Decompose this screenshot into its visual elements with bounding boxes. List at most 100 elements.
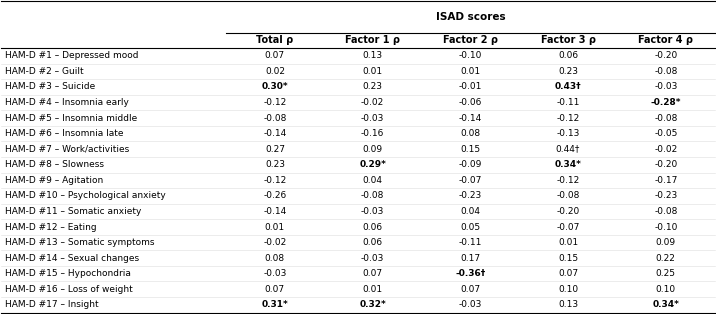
Text: 0.25: 0.25 — [656, 269, 676, 278]
Text: Factor 4 ρ: Factor 4 ρ — [638, 35, 693, 45]
Text: Factor 3 ρ: Factor 3 ρ — [541, 35, 596, 45]
Text: HAM-D #15 – Hypochondria: HAM-D #15 – Hypochondria — [5, 269, 131, 278]
Text: HAM-D #5 – Insomnia middle: HAM-D #5 – Insomnia middle — [5, 114, 137, 122]
Text: ISAD scores: ISAD scores — [435, 12, 505, 22]
Text: 0.01: 0.01 — [265, 223, 285, 231]
Text: HAM-D #14 – Sexual changes: HAM-D #14 – Sexual changes — [5, 254, 139, 263]
Text: -0.11: -0.11 — [459, 238, 482, 247]
Text: -0.03: -0.03 — [459, 300, 482, 309]
Text: Factor 1 ρ: Factor 1 ρ — [345, 35, 400, 45]
Text: 0.05: 0.05 — [460, 223, 480, 231]
Text: -0.07: -0.07 — [459, 176, 482, 185]
Text: 0.06: 0.06 — [558, 51, 578, 60]
Text: 0.10: 0.10 — [656, 285, 676, 294]
Text: -0.20: -0.20 — [654, 160, 677, 169]
Text: 0.08: 0.08 — [460, 129, 480, 138]
Text: -0.08: -0.08 — [263, 114, 286, 122]
Text: -0.14: -0.14 — [459, 114, 482, 122]
Text: 0.15: 0.15 — [558, 254, 578, 263]
Text: -0.10: -0.10 — [459, 51, 482, 60]
Text: -0.03: -0.03 — [361, 114, 384, 122]
Text: 0.30*: 0.30* — [261, 83, 289, 91]
Text: HAM-D #9 – Agitation: HAM-D #9 – Agitation — [5, 176, 103, 185]
Text: -0.12: -0.12 — [263, 176, 286, 185]
Text: 0.31*: 0.31* — [261, 300, 289, 309]
Text: -0.02: -0.02 — [654, 145, 677, 154]
Text: -0.14: -0.14 — [263, 129, 286, 138]
Text: 0.43†: 0.43† — [555, 83, 581, 91]
Text: -0.10: -0.10 — [654, 223, 677, 231]
Text: -0.05: -0.05 — [654, 129, 677, 138]
Text: 0.09: 0.09 — [656, 238, 676, 247]
Text: 0.01: 0.01 — [558, 238, 578, 247]
Text: -0.14: -0.14 — [263, 207, 286, 216]
Text: -0.03: -0.03 — [263, 269, 286, 278]
Text: -0.03: -0.03 — [361, 254, 384, 263]
Text: -0.06: -0.06 — [459, 98, 482, 107]
Text: -0.23: -0.23 — [459, 192, 482, 200]
Text: HAM-D #12 – Eating: HAM-D #12 – Eating — [5, 223, 97, 231]
Text: -0.08: -0.08 — [654, 67, 677, 76]
Text: 0.27: 0.27 — [265, 145, 285, 154]
Text: HAM-D #16 – Loss of weight: HAM-D #16 – Loss of weight — [5, 285, 132, 294]
Text: -0.07: -0.07 — [556, 223, 580, 231]
Text: -0.16: -0.16 — [361, 129, 384, 138]
Text: 0.08: 0.08 — [265, 254, 285, 263]
Text: -0.02: -0.02 — [361, 98, 384, 107]
Text: 0.15: 0.15 — [460, 145, 480, 154]
Text: -0.08: -0.08 — [654, 114, 677, 122]
Text: 0.07: 0.07 — [460, 285, 480, 294]
Text: HAM-D #1 – Depressed mood: HAM-D #1 – Depressed mood — [5, 51, 138, 60]
Text: -0.17: -0.17 — [654, 176, 677, 185]
Text: 0.34*: 0.34* — [555, 160, 581, 169]
Text: 0.32*: 0.32* — [359, 300, 386, 309]
Text: 0.06: 0.06 — [362, 238, 382, 247]
Text: 0.06: 0.06 — [362, 223, 382, 231]
Text: 0.01: 0.01 — [362, 67, 382, 76]
Text: -0.02: -0.02 — [263, 238, 286, 247]
Text: HAM-D #8 – Slowness: HAM-D #8 – Slowness — [5, 160, 104, 169]
Text: -0.09: -0.09 — [459, 160, 482, 169]
Text: HAM-D #6 – Insomnia late: HAM-D #6 – Insomnia late — [5, 129, 123, 138]
Text: 0.10: 0.10 — [558, 285, 578, 294]
Text: -0.08: -0.08 — [654, 207, 677, 216]
Text: -0.26: -0.26 — [263, 192, 286, 200]
Text: HAM-D #7 – Work/activities: HAM-D #7 – Work/activities — [5, 145, 129, 154]
Text: 0.07: 0.07 — [265, 51, 285, 60]
Text: -0.23: -0.23 — [654, 192, 677, 200]
Text: -0.08: -0.08 — [361, 192, 384, 200]
Text: -0.12: -0.12 — [556, 176, 580, 185]
Text: 0.01: 0.01 — [460, 67, 480, 76]
Text: -0.12: -0.12 — [263, 98, 286, 107]
Text: 0.09: 0.09 — [362, 145, 382, 154]
Text: 0.04: 0.04 — [362, 176, 382, 185]
Text: -0.36†: -0.36† — [455, 269, 485, 278]
Text: -0.03: -0.03 — [361, 207, 384, 216]
Text: -0.08: -0.08 — [556, 192, 580, 200]
Text: 0.07: 0.07 — [558, 269, 578, 278]
Text: 0.23: 0.23 — [265, 160, 285, 169]
Text: HAM-D #13 – Somatic symptoms: HAM-D #13 – Somatic symptoms — [5, 238, 155, 247]
Text: -0.11: -0.11 — [556, 98, 580, 107]
Text: HAM-D #2 – Guilt: HAM-D #2 – Guilt — [5, 67, 84, 76]
Text: HAM-D #3 – Suicide: HAM-D #3 – Suicide — [5, 83, 95, 91]
Text: -0.20: -0.20 — [556, 207, 580, 216]
Text: 0.34*: 0.34* — [652, 300, 679, 309]
Text: -0.28*: -0.28* — [651, 98, 681, 107]
Text: Factor 2 ρ: Factor 2 ρ — [442, 35, 498, 45]
Text: 0.23: 0.23 — [558, 67, 578, 76]
Text: 0.07: 0.07 — [362, 269, 382, 278]
Text: 0.23: 0.23 — [362, 83, 382, 91]
Text: 0.02: 0.02 — [265, 67, 285, 76]
Text: 0.07: 0.07 — [265, 285, 285, 294]
Text: HAM-D #10 – Psychological anxiety: HAM-D #10 – Psychological anxiety — [5, 192, 165, 200]
Text: -0.20: -0.20 — [654, 51, 677, 60]
Text: 0.04: 0.04 — [460, 207, 480, 216]
Text: Total ρ: Total ρ — [256, 35, 294, 45]
Text: -0.03: -0.03 — [654, 83, 677, 91]
Text: 0.13: 0.13 — [362, 51, 382, 60]
Text: HAM-D #4 – Insomnia early: HAM-D #4 – Insomnia early — [5, 98, 129, 107]
Text: HAM-D #11 – Somatic anxiety: HAM-D #11 – Somatic anxiety — [5, 207, 141, 216]
Text: -0.12: -0.12 — [556, 114, 580, 122]
Text: -0.01: -0.01 — [459, 83, 482, 91]
